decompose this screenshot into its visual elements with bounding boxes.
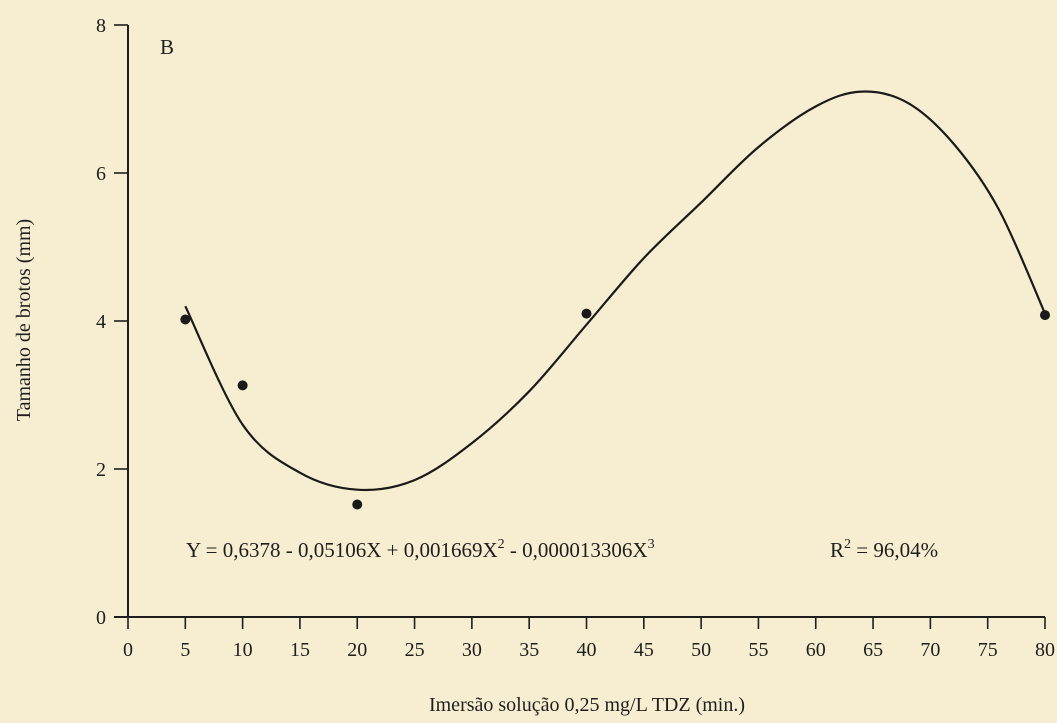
- equation-part-2: - 0,000013306X: [505, 538, 648, 562]
- x-tick-label: 50: [691, 639, 711, 661]
- r-squared-value: = 96,04%: [851, 538, 938, 562]
- x-tick-label: 65: [863, 639, 883, 661]
- x-tick-label: 60: [806, 639, 826, 661]
- x-tick-label: 45: [634, 639, 654, 661]
- panel-label: B: [160, 35, 174, 59]
- fit-curve: [184, 90, 1047, 492]
- r-squared-sup: 2: [844, 537, 851, 552]
- data-point: [180, 314, 191, 325]
- equation-part-1: Y = 0,6378 - 0,05106X + 0,001669X: [186, 538, 498, 562]
- x-tick-label: 5: [180, 639, 190, 661]
- y-tick-label: 4: [96, 311, 106, 333]
- equation-sup-1: 2: [498, 537, 505, 552]
- y-tick-label: 8: [96, 15, 106, 37]
- y-ticks: 0 2 4 6 8: [96, 15, 128, 629]
- data-point: [581, 308, 592, 319]
- y-tick-label: 0: [96, 607, 106, 629]
- equation-sup-2: 3: [648, 537, 655, 552]
- data-point: [1040, 310, 1050, 321]
- r-squared-prefix: R: [830, 538, 844, 562]
- data-points: [180, 308, 1050, 510]
- x-tick-label: 75: [978, 639, 998, 661]
- x-tick-label: 40: [577, 639, 597, 661]
- x-axis-title: Imersão solução 0,25 mg/L TDZ (min.): [429, 694, 745, 716]
- y-axis-title: Tamanho de brotos (mm): [13, 219, 35, 421]
- y-tick-label: 2: [96, 459, 106, 481]
- data-point: [352, 499, 363, 510]
- x-tick-label: 15: [290, 639, 310, 661]
- x-tick-label: 70: [920, 639, 940, 661]
- y-tick-label: 6: [96, 163, 106, 185]
- x-ticks: 0 5 10 15 20 25 30 35 40 45 50 55 60 65 70 75 80: [123, 617, 1055, 661]
- x-tick-label: 80: [1035, 639, 1055, 661]
- equation-text: Y = 0,6378 - 0,05106X + 0,001669X2 - 0,0…: [186, 537, 655, 562]
- x-tick-label: 20: [347, 639, 367, 661]
- x-tick-label: 25: [405, 639, 425, 661]
- x-tick-label: 30: [462, 639, 482, 661]
- x-tick-label: 0: [123, 639, 133, 661]
- x-tick-label: 35: [519, 639, 539, 661]
- r-squared-text: R2 = 96,04%: [830, 537, 938, 562]
- x-tick-label: 10: [233, 639, 253, 661]
- axes: [114, 25, 1045, 618]
- data-point: [237, 380, 248, 391]
- x-tick-label: 55: [748, 639, 768, 661]
